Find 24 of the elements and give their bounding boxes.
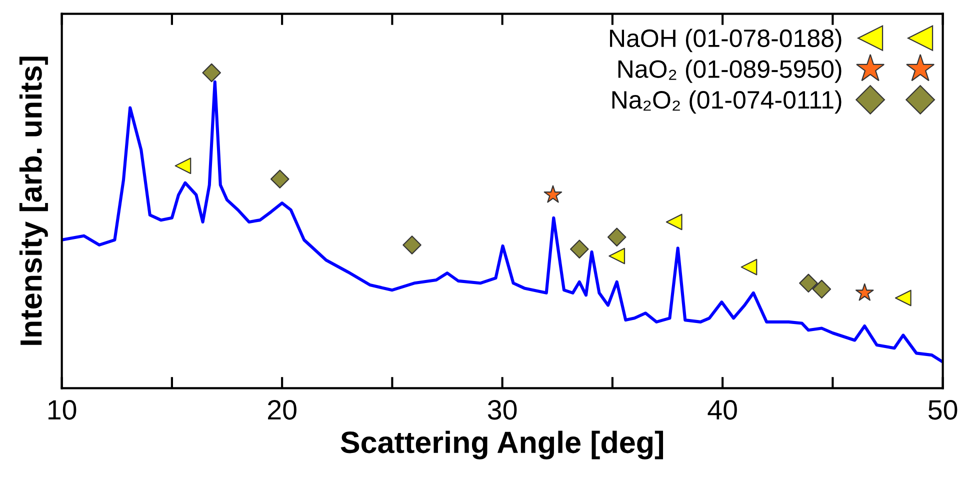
point (544, 185, 562, 203)
point (570, 240, 589, 258)
point (740, 258, 758, 276)
x-tick-label: 40 (708, 400, 737, 420)
point (812, 280, 832, 299)
point (799, 274, 818, 293)
point (270, 170, 290, 188)
point (666, 214, 682, 230)
point (202, 63, 221, 82)
point (894, 290, 912, 306)
point (855, 283, 874, 301)
legend-label: NaO₂ (01-089-5950) (618, 60, 842, 83)
x-axis-title: Scattering Angle [deg] (340, 430, 664, 460)
point (174, 158, 192, 174)
legend-label: Na₂O₂ (01-074-0111) (612, 90, 842, 114)
point (607, 228, 626, 246)
x-tick-label: 20 (268, 400, 296, 420)
legend-label: NaOH (01-078-0188) (610, 28, 842, 52)
x-tick-label: 50 (928, 400, 958, 420)
x-tick-label: 10 (48, 400, 76, 420)
x-tick-label: 30 (488, 400, 517, 420)
point (608, 248, 626, 264)
y-axis-title: Intensity [arb. units] (19, 56, 48, 345)
point (402, 236, 422, 254)
